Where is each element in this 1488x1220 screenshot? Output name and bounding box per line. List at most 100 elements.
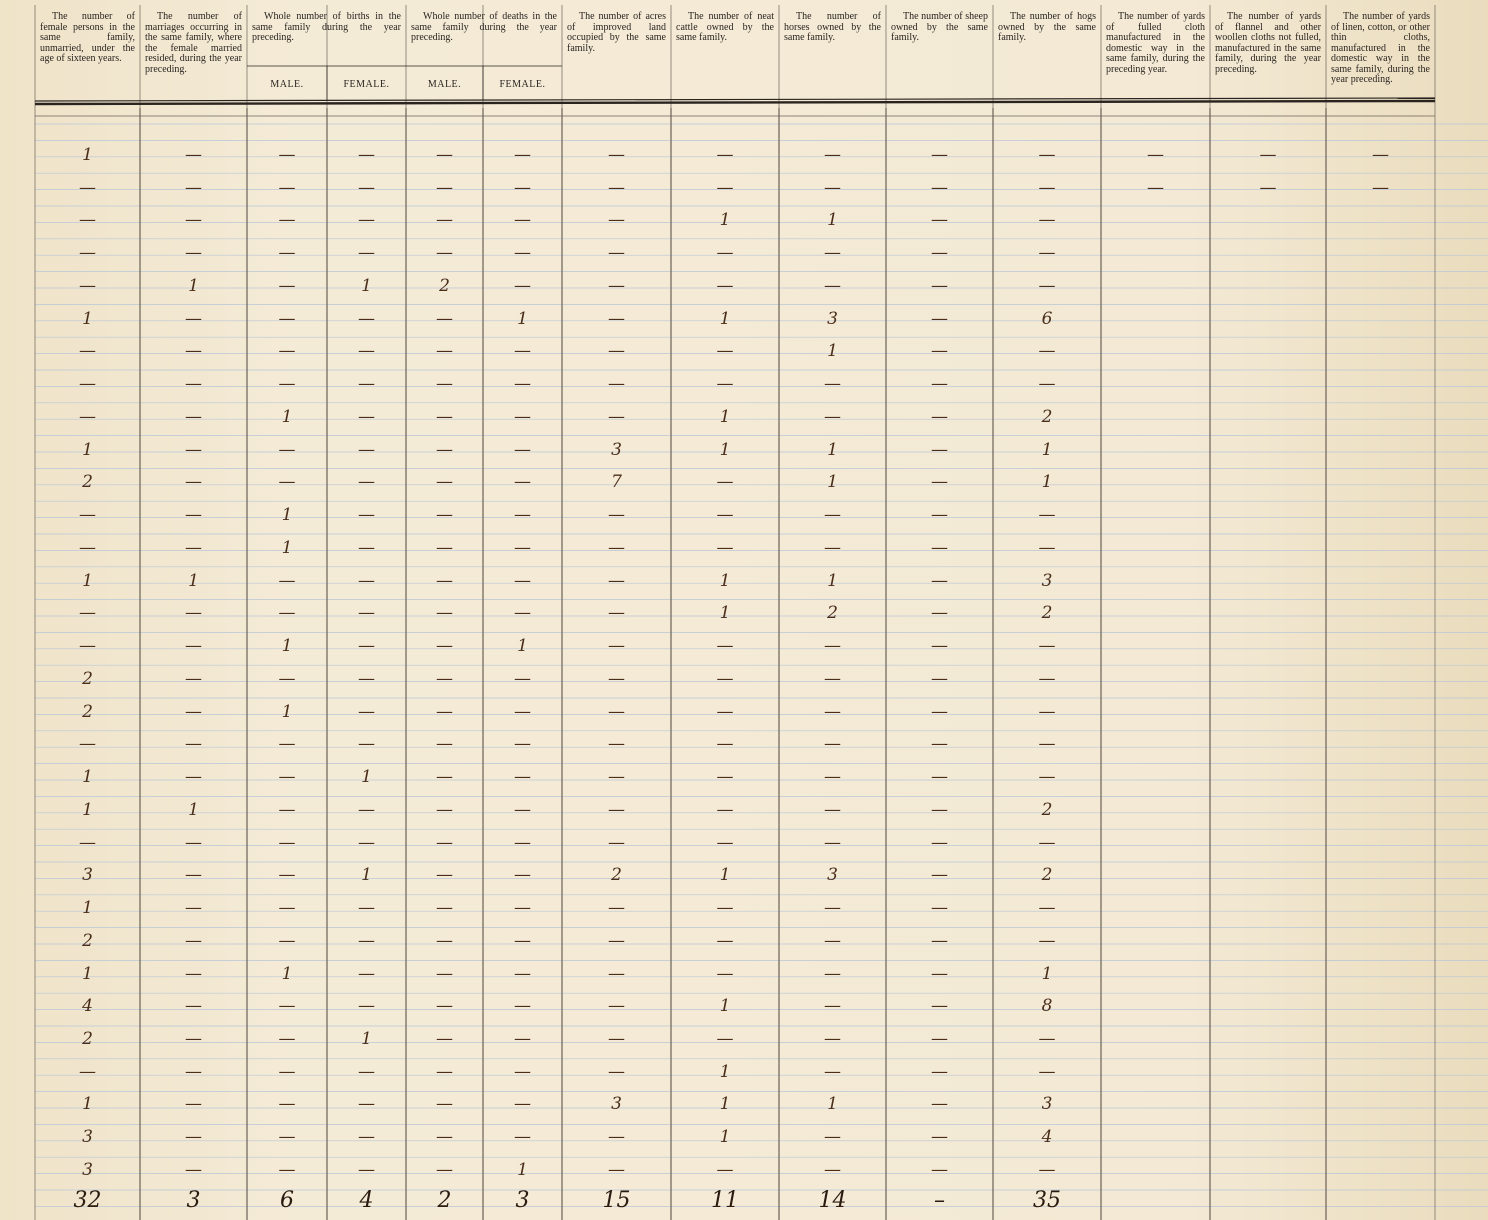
entry-cell: 3 [611,1094,622,1115]
entry-cell: — [1259,177,1277,198]
entry-cell: — [436,832,453,853]
entry-cell: 1 [82,439,93,460]
entry-cell: — [514,603,531,624]
entry-cell: — [716,177,734,198]
entry-cell: — [278,1061,296,1082]
entry-cell: — [436,505,453,526]
entry-cell: — [931,668,948,689]
entry-cell: — [358,570,375,591]
column-header: The number of marriages occurring in the… [145,11,242,75]
entry-cell: 1 [82,1094,93,1115]
entry-cell: — [436,439,453,460]
entry-cell: — [931,537,948,558]
entry-cell: — [608,963,625,984]
entry-cell: — [1038,898,1056,919]
entry-cell: — [185,701,202,722]
entry-cell: 1 [827,210,838,231]
entry-cell: — [824,1159,841,1180]
entry-cell: 1 [188,570,199,591]
entry-cell: — [278,374,296,395]
entry-cell: — [358,243,375,264]
entry-cell: — [278,210,296,231]
entry-cell: — [278,996,296,1017]
rule [34,99,1436,106]
entry-cell: — [436,767,453,788]
total-cell: 11 [711,1188,739,1213]
entry-cell: — [824,406,841,427]
entry-cell: — [716,963,734,984]
entry-cell: 1 [719,308,731,329]
entry-cell: — [608,406,625,427]
entry-cell: 2 [1041,865,1053,886]
entry-cell: 1 [361,1028,372,1049]
entry-cell: — [608,308,625,329]
entry-cell: — [514,570,531,591]
entry-cell: 1 [517,1159,528,1180]
column-header: The number of sheep owned by the same fa… [891,11,988,43]
entry-cell: — [436,341,453,362]
entry-cell: 1 [517,636,528,657]
entry-cell: — [716,374,734,395]
entry-cell: — [931,570,948,591]
entry-cell: — [79,505,96,526]
entry-cell: 1 [281,701,293,722]
entry-cell: — [436,963,453,984]
entry-cell: 1 [719,1061,731,1082]
entry-cell: — [931,243,948,264]
entry-cell: — [185,1127,202,1148]
entry-cell: 1 [719,603,731,624]
entry-cell: 1 [281,406,293,427]
entry-cell: — [931,177,948,198]
entry-cell: — [608,734,625,755]
entry-cell: — [931,505,948,526]
entry-cell: — [436,1159,453,1180]
entry-cell: — [358,374,375,395]
entry-cell: — [608,243,625,264]
rule [34,97,1436,102]
column-header: The number of female persons in the same… [40,11,135,64]
total-cell: 32 [73,1188,102,1213]
total-cell: – [934,1188,945,1213]
entry-cell: — [716,145,734,165]
entry-cell: 1 [1041,439,1053,460]
entry-cell: — [185,406,202,427]
entry-cell: — [931,898,948,919]
entry-cell: — [1038,275,1056,296]
entry-cell: — [824,636,841,657]
entry-cell: 1 [719,570,731,591]
entry-cell: 2 [827,603,838,624]
entry-cell: 1 [82,570,93,591]
entry-cell: — [436,1094,453,1115]
entry-cell: 8 [1041,996,1053,1017]
entry-cell: — [358,341,375,362]
entry-cell: — [824,243,841,264]
entry-cell: — [436,1127,453,1148]
entry-cell: — [185,472,202,493]
entry-cell: — [1038,636,1056,657]
entry-cell: — [1038,374,1056,395]
entry-cell: — [436,374,453,395]
entry-cell: — [716,930,734,951]
entry-cell: — [358,996,375,1017]
entry-cell: — [514,439,531,460]
entry-cell: — [514,1094,531,1115]
total-cell: 6 [280,1188,294,1213]
entry-cell: 1 [827,472,838,493]
entry-cell: — [931,1028,948,1049]
entry-cell: — [608,1028,625,1049]
entry-cell: — [79,1061,96,1082]
entry-cell: — [514,963,531,984]
entry-cell: — [931,636,948,657]
entry-cell: — [79,832,96,853]
total-cell: 35 [1033,1188,1061,1213]
entry-cell: — [185,734,202,755]
entry-cell: — [824,767,841,788]
entry-cell: — [608,275,625,296]
entry-cell: 1 [188,275,199,296]
entry-cell: — [824,734,841,755]
entry-cell: 1 [361,275,372,296]
entry-cell: — [185,832,202,853]
entry-cell: — [824,963,841,984]
entry-cell: — [1038,1028,1056,1049]
entry-cell: — [358,603,375,624]
